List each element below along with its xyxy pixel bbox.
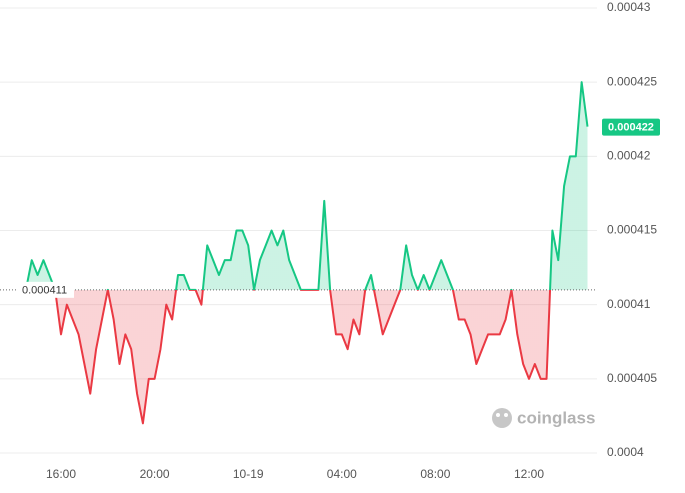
y-tick-label: 0.000425 — [607, 74, 657, 88]
axes: 0.00043 0.000425 0.00042 0.000415 0.00041 0.0… — [18, 0, 660, 481]
y-tick-label: 0.00041 — [607, 297, 651, 311]
x-tick-label: 10-19 — [233, 467, 264, 481]
watermark: coinglass — [517, 408, 595, 427]
y-tick-label: 0.00043 — [607, 0, 651, 14]
y-tick-label: 0.000415 — [607, 223, 657, 237]
x-tick-label: 12:00 — [514, 467, 544, 481]
price-line — [24, 81, 589, 425]
watermark-logo — [492, 408, 512, 428]
last-price-box — [602, 118, 660, 136]
baseline-label: 0.000411 — [22, 285, 67, 297]
y-tick-label: 0.00042 — [607, 149, 651, 163]
x-tick-label: 04:00 — [327, 467, 357, 481]
area — [25, 82, 588, 424]
baseline-label-box — [18, 281, 74, 298]
x-tick-label: 20:00 — [140, 467, 170, 481]
y-tick-label: 0.0004 — [607, 445, 644, 459]
last-price-label: 0.000422 — [608, 122, 654, 134]
x-tick-label: 16:00 — [46, 467, 76, 481]
y-tick-label: 0.000405 — [607, 371, 657, 385]
x-tick-label: 08:00 — [420, 467, 450, 481]
plot — [0, 81, 597, 425]
